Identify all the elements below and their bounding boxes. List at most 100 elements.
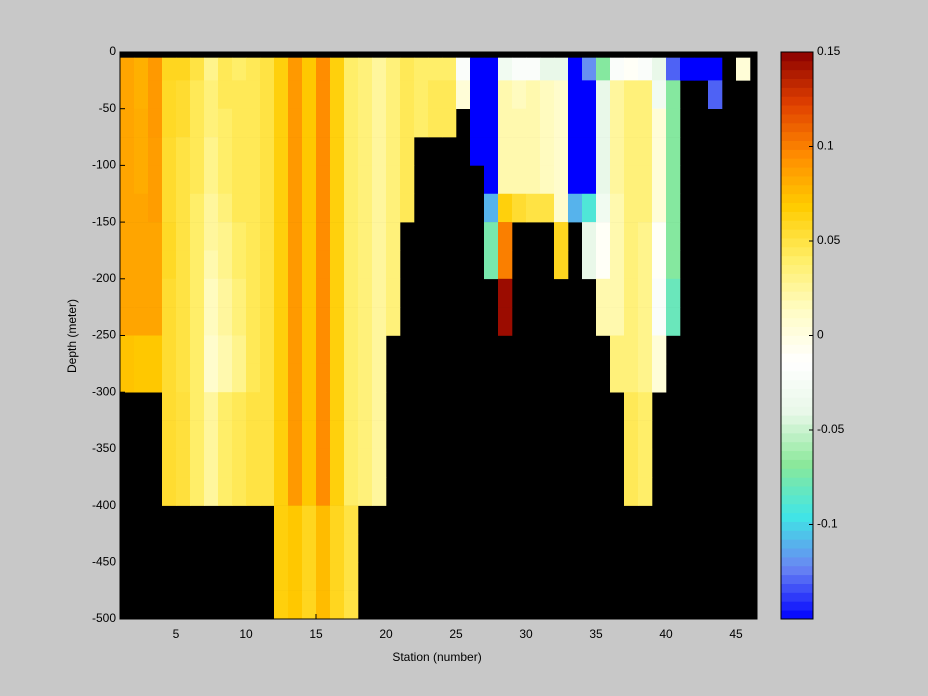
cell xyxy=(218,307,233,336)
cell xyxy=(386,222,401,251)
cell xyxy=(316,420,331,450)
colorbar-swatch xyxy=(781,122,813,133)
cell xyxy=(372,448,387,478)
cell xyxy=(554,222,569,251)
cell xyxy=(456,57,471,81)
cell xyxy=(540,80,555,109)
colorbar-swatch xyxy=(781,229,813,239)
cell xyxy=(624,193,639,223)
cell xyxy=(218,57,233,81)
cell xyxy=(190,57,205,81)
cell xyxy=(162,420,177,450)
cell xyxy=(148,250,163,280)
cell xyxy=(610,335,625,365)
cell xyxy=(288,278,303,308)
cell xyxy=(666,222,681,251)
colorbar-swatch xyxy=(781,220,813,230)
cell xyxy=(134,108,149,138)
x-tick-label: 45 xyxy=(729,627,743,641)
cell xyxy=(316,392,331,421)
cell xyxy=(386,137,401,166)
cell xyxy=(666,80,681,109)
cell xyxy=(246,278,261,308)
cell xyxy=(400,108,415,138)
cell xyxy=(638,307,653,336)
cell xyxy=(372,165,387,195)
cell xyxy=(652,193,667,223)
cell xyxy=(204,477,219,506)
cell xyxy=(736,57,751,81)
cell xyxy=(134,193,149,223)
cell xyxy=(260,307,275,336)
cell xyxy=(260,278,275,308)
cell xyxy=(260,392,275,421)
cell xyxy=(358,420,373,450)
cell xyxy=(638,448,653,478)
cell xyxy=(596,193,611,223)
cell xyxy=(498,278,513,308)
cell xyxy=(386,307,401,336)
cell xyxy=(218,80,233,109)
cell xyxy=(176,477,191,506)
colorbar-swatch xyxy=(781,326,813,336)
cell xyxy=(176,335,191,365)
cell xyxy=(330,335,345,365)
cell xyxy=(372,335,387,365)
cell xyxy=(302,562,317,591)
cell xyxy=(596,222,611,251)
cell xyxy=(512,80,527,109)
cell xyxy=(386,278,401,308)
x-tick-label: 10 xyxy=(239,627,253,641)
cell xyxy=(344,222,359,251)
plot-area xyxy=(120,52,757,619)
colorbar-swatch xyxy=(781,406,813,416)
cell xyxy=(232,392,247,421)
cell xyxy=(232,477,247,506)
cell xyxy=(176,165,191,195)
cell xyxy=(358,222,373,251)
cell xyxy=(330,562,345,591)
cell xyxy=(624,108,639,138)
cell xyxy=(316,165,331,195)
cell xyxy=(596,137,611,166)
cell xyxy=(148,222,163,251)
cell xyxy=(484,222,499,251)
cell xyxy=(372,193,387,223)
cell xyxy=(148,165,163,195)
cell xyxy=(288,250,303,280)
cell xyxy=(540,137,555,166)
colorbar-swatch xyxy=(781,300,813,310)
cell xyxy=(652,222,667,251)
cell xyxy=(666,165,681,195)
cell xyxy=(148,278,163,308)
cell xyxy=(484,137,499,166)
cell xyxy=(596,108,611,138)
cell xyxy=(624,250,639,280)
cell xyxy=(372,278,387,308)
cell xyxy=(302,57,317,81)
cell xyxy=(274,165,289,195)
cell xyxy=(232,420,247,450)
cell xyxy=(288,448,303,478)
cell xyxy=(582,250,597,280)
x-tick-label: 30 xyxy=(519,627,533,641)
cell xyxy=(190,448,205,478)
cell xyxy=(456,80,471,109)
cell xyxy=(484,80,499,109)
cell xyxy=(400,57,415,81)
cell xyxy=(372,392,387,421)
cell xyxy=(246,448,261,478)
cell xyxy=(176,448,191,478)
cell xyxy=(554,193,569,223)
cell xyxy=(204,80,219,109)
colorbar-swatch xyxy=(781,397,813,407)
cell xyxy=(708,80,723,109)
colorbar-swatch xyxy=(781,521,813,531)
cell xyxy=(344,505,359,535)
cell xyxy=(232,165,247,195)
cell xyxy=(176,222,191,251)
cell xyxy=(316,108,331,138)
y-tick-label: -200 xyxy=(92,271,116,285)
colorbar-tick-label: 0.05 xyxy=(817,233,841,247)
cell xyxy=(582,108,597,138)
